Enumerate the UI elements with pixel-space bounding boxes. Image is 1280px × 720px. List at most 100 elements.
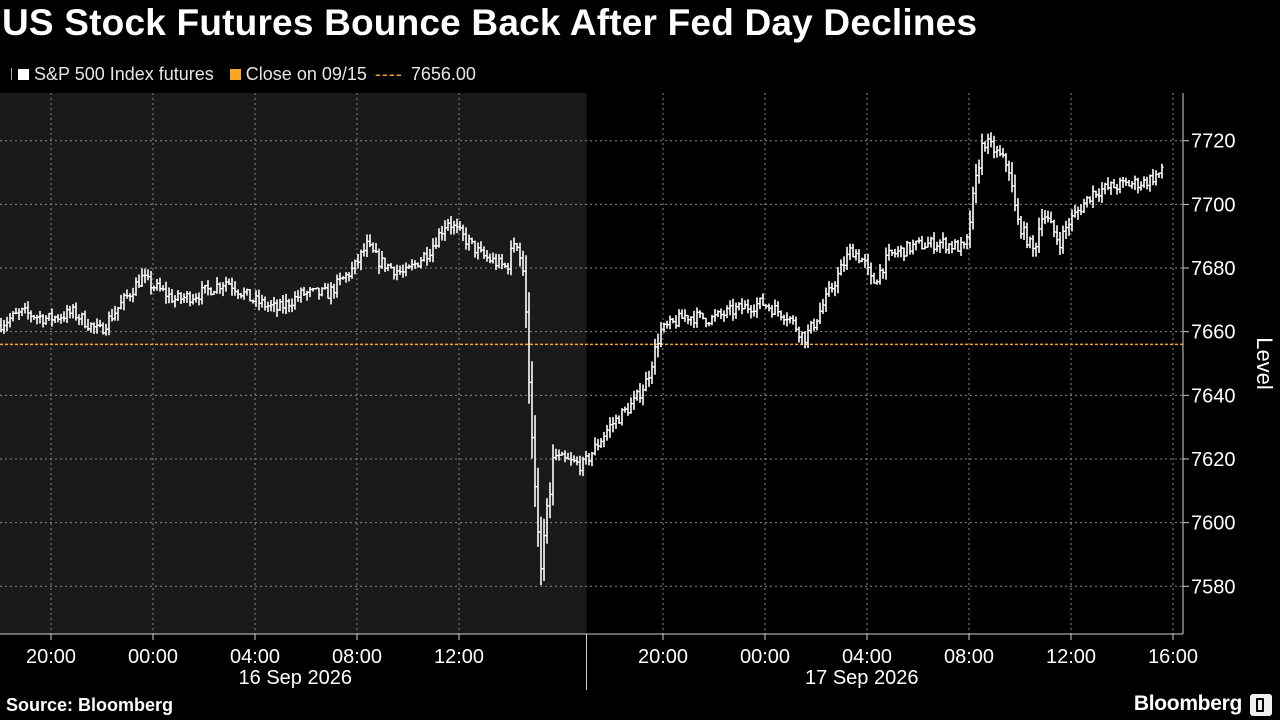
price-bar [1145, 176, 1149, 190]
price-bar [11, 311, 15, 322]
price-bar [938, 239, 942, 253]
price-bar [182, 293, 186, 303]
x-tick-label: 00:00 [128, 646, 178, 668]
price-bar [1052, 219, 1056, 238]
price-bar [917, 237, 921, 244]
price-bar [320, 287, 324, 297]
x-tick-label: 00:00 [740, 646, 790, 668]
price-bar [1148, 174, 1152, 192]
price-bar [869, 262, 873, 285]
price-bar [980, 133, 984, 176]
price-bar [386, 263, 390, 271]
y-axis-ticks: 7580 7600 7620 7640 7660 7680 7700 7720 [1183, 131, 1236, 598]
price-bar [761, 293, 765, 306]
price-bar [641, 384, 645, 406]
price-bar [1019, 215, 1023, 239]
price-bar [803, 331, 807, 349]
price-bar [5, 316, 9, 332]
price-bar [1088, 196, 1092, 204]
price-bar [20, 307, 24, 317]
legend-item-series: S&P 500 Index futures [8, 64, 214, 85]
price-bar [104, 323, 108, 336]
y-tick-label: 7620 [1191, 449, 1236, 471]
price-bar [17, 308, 21, 321]
price-bar [860, 257, 864, 263]
price-bar [836, 267, 840, 294]
y-tick-label: 7600 [1191, 513, 1236, 535]
price-bar [854, 249, 858, 261]
price-bar [398, 265, 402, 275]
price-bar [485, 250, 489, 262]
price-bar [1070, 209, 1074, 232]
price-bar [1094, 190, 1098, 198]
price-bar [1073, 205, 1077, 218]
price-bar [188, 291, 192, 307]
price-bar [2, 319, 6, 334]
price-bar [236, 289, 240, 300]
price-bar [263, 296, 267, 311]
price-bar [1046, 210, 1050, 223]
price-bar [1013, 174, 1017, 212]
price-bar [827, 281, 831, 297]
price-bar [284, 293, 288, 315]
price-bar [947, 243, 951, 254]
price-bar [935, 241, 939, 252]
price-bar [143, 268, 147, 284]
price-bar [1151, 168, 1155, 186]
price-bar [1007, 160, 1011, 181]
price-bar [1061, 225, 1065, 254]
price-bar [1136, 177, 1140, 194]
price-bar [338, 272, 342, 286]
price-bar [587, 452, 591, 466]
price-bar [788, 316, 792, 324]
price-bar [965, 234, 969, 250]
price-bar [599, 438, 603, 448]
price-bar [296, 290, 300, 302]
y-tick-label: 7720 [1191, 131, 1236, 153]
price-bar [500, 253, 504, 270]
legend-swatch-close [229, 68, 241, 80]
price-bar [1043, 210, 1047, 225]
price-bar [161, 285, 165, 292]
price-bar [131, 287, 135, 303]
y-tick-label: 7580 [1191, 576, 1236, 598]
x-tick-label: 04:00 [842, 646, 892, 668]
price-bar [1100, 182, 1104, 203]
price-bar [833, 281, 837, 297]
price-bar [251, 299, 255, 304]
price-bar [1112, 179, 1116, 189]
price-bar [551, 444, 555, 506]
price-bar [431, 238, 435, 263]
price-bar [650, 361, 654, 384]
price-bar [812, 318, 816, 332]
date-label: 16 Sep 2026 [239, 667, 352, 689]
price-bar [311, 287, 315, 292]
price-bar [992, 135, 996, 159]
price-bar [758, 297, 762, 310]
price-bar [14, 307, 18, 315]
price-bar [1091, 185, 1095, 209]
price-bar [410, 259, 414, 271]
price-bar [521, 250, 525, 276]
price-bar [530, 361, 534, 459]
price-bar [1097, 188, 1101, 202]
price-bar [335, 274, 339, 298]
price-bar [578, 455, 582, 476]
price-bar [707, 321, 711, 327]
price-bar [44, 315, 48, 325]
price-bar [1130, 181, 1134, 189]
price-bar [539, 516, 543, 586]
price-bar [512, 237, 516, 253]
price-bar [824, 287, 828, 313]
price-bar [308, 287, 312, 298]
price-bar [224, 276, 228, 292]
price-bar [1064, 220, 1068, 240]
price-bar [518, 242, 522, 267]
price-bar [455, 218, 459, 234]
price-bar [797, 326, 801, 343]
price-bar [974, 163, 978, 204]
price-bar [290, 298, 294, 313]
price-bar [1085, 196, 1089, 208]
price-bar [206, 280, 210, 296]
price-bar [389, 263, 393, 269]
